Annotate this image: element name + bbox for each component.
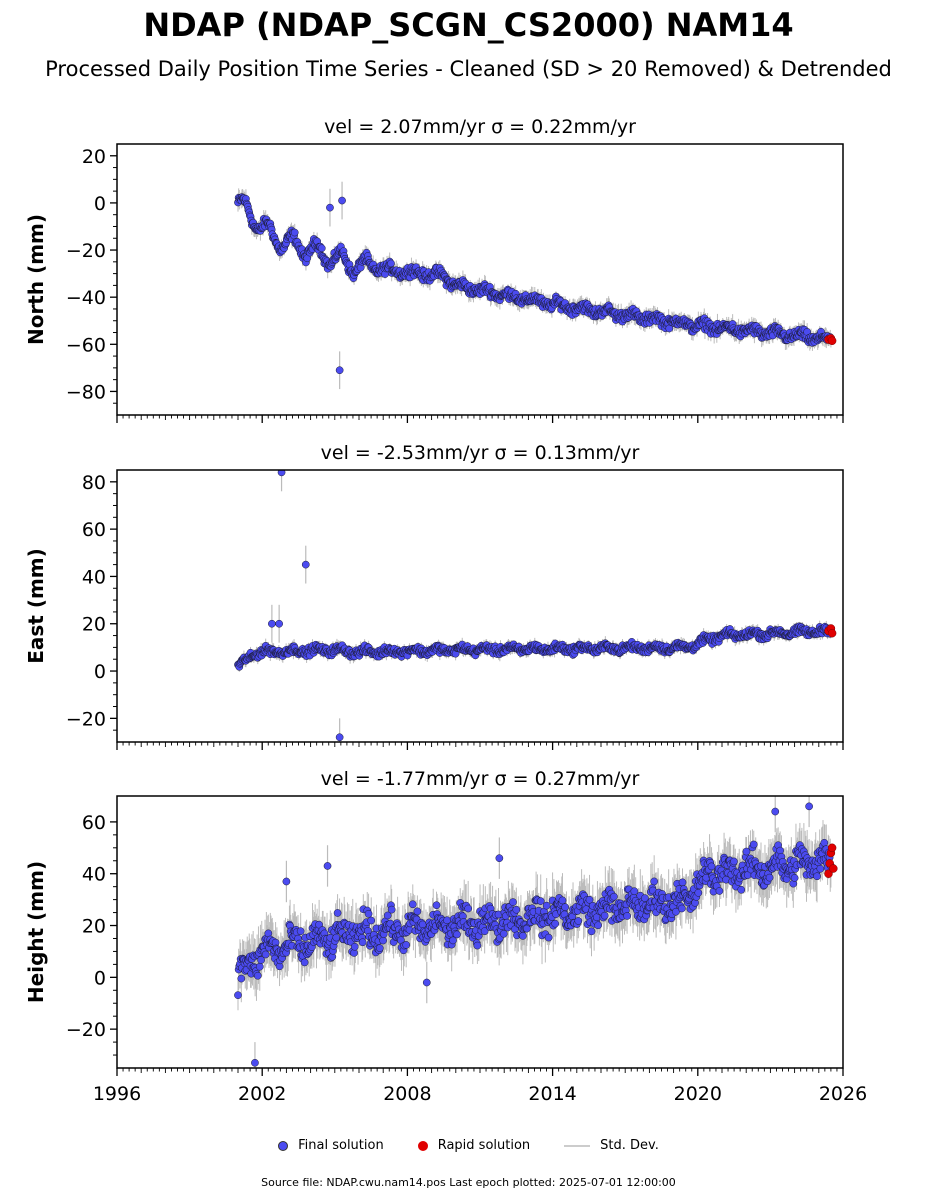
final-point [326,203,334,212]
y-axis-label: Height (mm) [24,861,48,1003]
final-point [275,619,283,628]
final-point [387,259,395,268]
final-point [296,927,305,936]
series-rapid [824,334,837,346]
final-point [301,560,310,569]
y-tick-label: −60 [66,334,106,356]
final-point [234,991,242,1000]
final-point [257,956,265,964]
final-point [261,950,270,959]
series-final [234,181,835,390]
panel-title: vel = -2.53mm/yr σ = 0.13mm/yr [321,442,640,464]
panel-title: vel = 2.07mm/yr σ = 0.22mm/yr [324,116,636,138]
series-final [234,470,835,742]
y-tick-label: 20 [82,614,106,636]
y-tick-label: −80 [66,381,106,403]
series-rapid [824,624,837,638]
y-tick-label: 0 [94,193,106,215]
final-point [335,366,344,375]
final-point [338,196,346,205]
final-point [300,958,309,967]
chart-subtitle: Processed Daily Position Time Series - C… [45,57,892,81]
y-tick-label: −20 [66,708,106,730]
panel-frame [116,469,844,743]
final-point [253,971,262,980]
final-point [237,974,246,983]
series-final [234,796,835,1068]
y-tick-label: −40 [66,287,106,309]
final-point [317,244,326,253]
final-point [277,470,286,477]
rapid-point [827,628,837,638]
chart-title: NDAP (NDAP_SCGN_CS2000) NAM14 [143,6,794,44]
y-tick-label: 20 [82,146,106,168]
chart-svg: vel = 2.07mm/yr σ = 0.22mm/yr North (mm) 2… [24,116,867,1105]
final-point [335,733,344,742]
y-tick-label: 80 [82,472,106,494]
y-tick-label: 40 [82,566,106,588]
rapid-point [827,336,837,346]
final-point [333,909,342,917]
y-axis-label: North (mm) [24,214,48,345]
panel-frame [116,143,844,416]
final-point [332,933,341,942]
final-point [290,228,299,237]
y-tick-label: 60 [82,519,106,541]
y-tick-label: 0 [94,661,106,683]
y-tick-label: −20 [66,240,106,262]
final-point [268,619,276,628]
panel-title: vel = -1.77mm/yr σ = 0.27mm/yr [321,768,640,790]
y-axis-label: East (mm) [24,548,48,664]
final-point [255,962,264,971]
